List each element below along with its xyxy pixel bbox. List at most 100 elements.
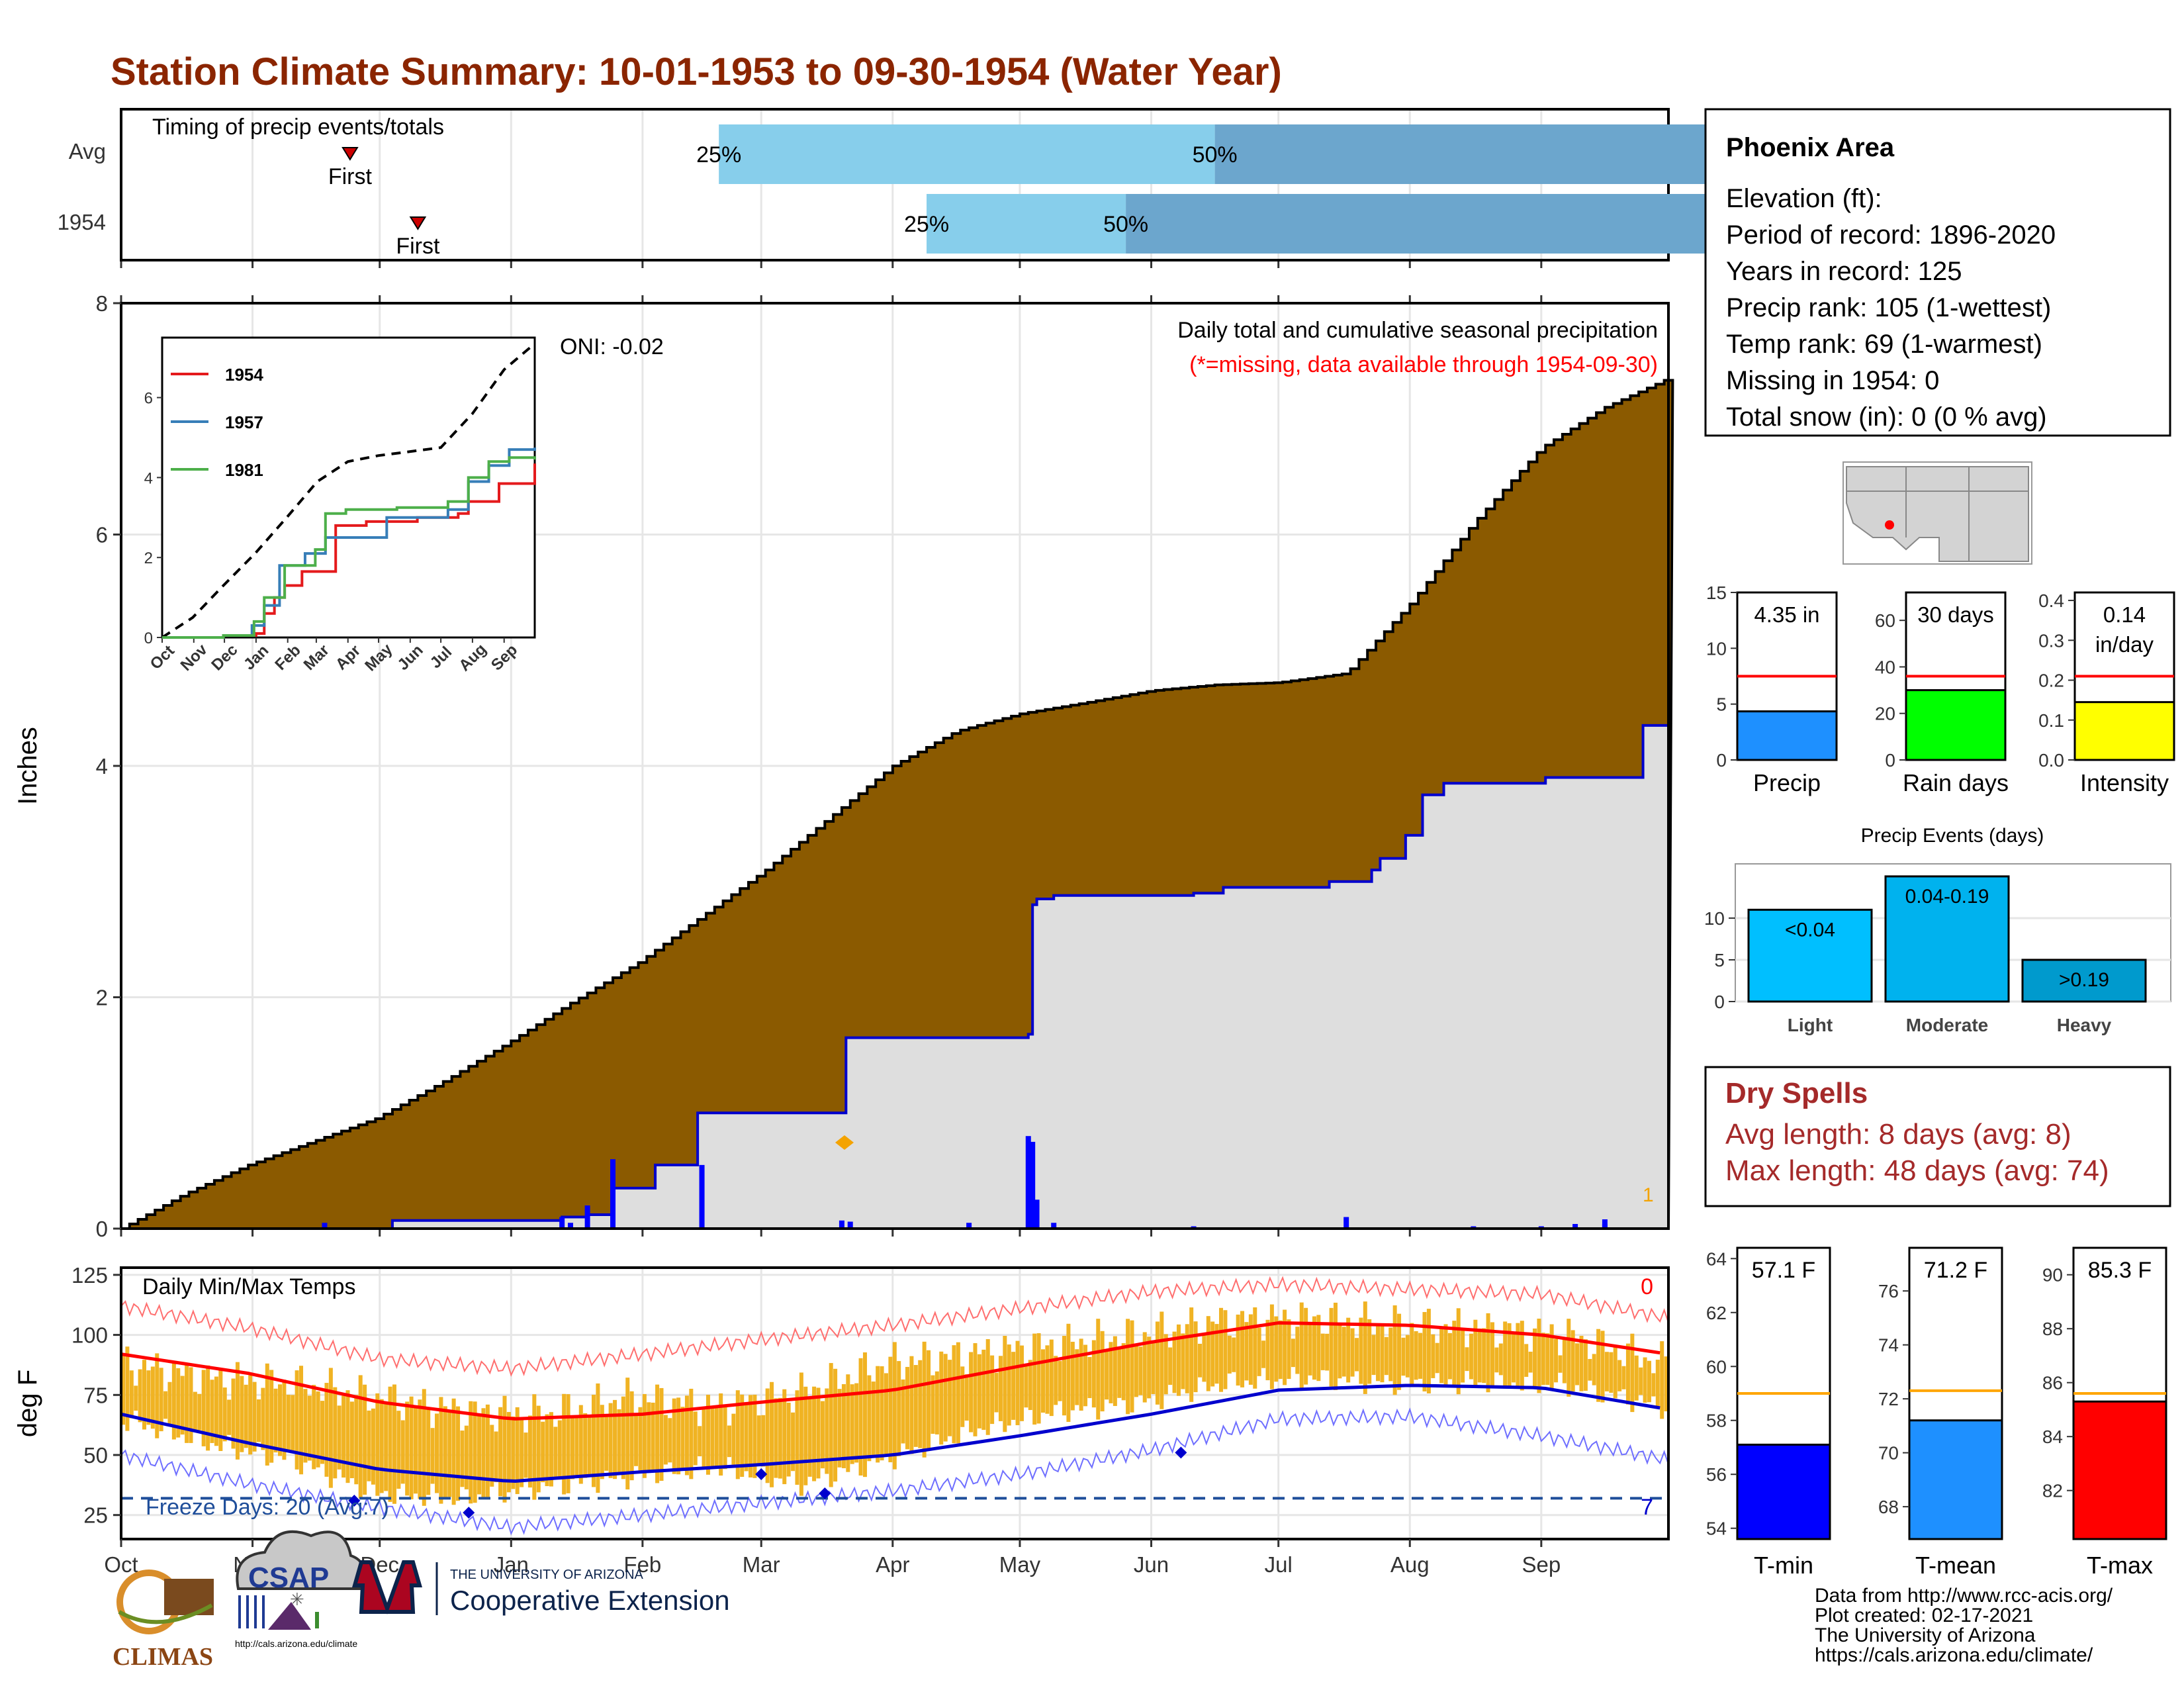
daily-temp-bar <box>931 1375 935 1434</box>
daily-temp-bar <box>176 1368 181 1438</box>
daily-temp-bar <box>1244 1322 1249 1381</box>
daily-temp-bar <box>557 1420 562 1480</box>
daily-temp-bar <box>600 1405 604 1479</box>
daily-temp-bar <box>1621 1366 1626 1389</box>
hot-days-count: 0 <box>1641 1274 1653 1299</box>
daily-temp-bar <box>1329 1307 1334 1387</box>
daily-temp-bar <box>337 1405 341 1470</box>
record-low-marker <box>755 1468 768 1481</box>
missing-note: (*=missing, data available through 1954-… <box>1189 352 1658 377</box>
daily-temp-bar <box>1490 1322 1494 1387</box>
daily-temp-bar <box>990 1355 995 1425</box>
station-line: Precip rank: 105 (1-wettest) <box>1726 293 2051 322</box>
daily-temp-bar <box>956 1342 960 1444</box>
first-event-marker <box>409 216 427 230</box>
daily-temp-bar <box>927 1350 931 1451</box>
daily-temp-bar <box>159 1368 163 1432</box>
daily-temp-bar <box>1338 1323 1342 1379</box>
daily-temp-bar <box>1617 1360 1622 1391</box>
summary-value-label: in/day <box>2095 632 2154 657</box>
month-label: Aug <box>1390 1552 1430 1577</box>
daily-temp-bar <box>1392 1305 1397 1395</box>
daily-temp-bar <box>1541 1333 1545 1385</box>
daily-temp-bar <box>723 1405 727 1470</box>
daily-temp-bar <box>969 1352 974 1432</box>
daily-temp-bar <box>222 1387 227 1442</box>
daily-temp-bar <box>1660 1341 1664 1419</box>
daily-temp-bar <box>295 1370 299 1470</box>
daily-temp-bar <box>1426 1309 1431 1394</box>
daily-temp-bar <box>977 1354 981 1429</box>
temp-bar-tick-label: 88 <box>2042 1319 2063 1339</box>
temp-bar-tick-label: 56 <box>1706 1464 1727 1485</box>
daily-temp-bar <box>1567 1319 1571 1397</box>
precip-y-label: Inches <box>13 727 42 805</box>
events-bar-Light <box>1747 908 1873 1003</box>
daily-temp-bar <box>439 1397 443 1504</box>
daily-temp-bar <box>1371 1335 1376 1376</box>
daily-precip-bar <box>839 1220 844 1229</box>
precip-y-tick-label: 6 <box>96 523 108 547</box>
inset-month-label: Nov <box>177 640 212 675</box>
daily-temp-bar <box>1350 1328 1355 1377</box>
daily-temp-bar <box>985 1339 990 1435</box>
daily-temp-bar <box>506 1412 511 1493</box>
daily-temp-bar <box>587 1417 592 1475</box>
daily-temp-bar <box>934 1371 939 1434</box>
month-label: Sep <box>1522 1552 1561 1577</box>
footer-line: Plot created: 02-17-2021 <box>1815 1605 2033 1626</box>
inset-legend-label: 1954 <box>225 365 263 385</box>
daily-temp-bar <box>1405 1335 1410 1378</box>
daily-temp-bar <box>273 1388 278 1453</box>
daily-temp-bar <box>125 1346 130 1431</box>
daily-precip-bar <box>1602 1219 1608 1229</box>
temp-value-label: 71.2 F <box>1924 1258 1987 1283</box>
daily-temp-bar <box>1494 1347 1499 1373</box>
daily-temp-bar <box>312 1385 316 1470</box>
daily-temp-bar <box>795 1390 799 1485</box>
daily-temp-bar <box>1083 1344 1088 1407</box>
daily-temp-bar <box>740 1394 745 1477</box>
daily-temp-bar <box>799 1372 803 1496</box>
temp-y-tick-label: 75 <box>83 1383 108 1407</box>
daily-temp-bar <box>324 1383 329 1477</box>
daily-temp-bar <box>871 1382 876 1456</box>
events-category-label: Light <box>1788 1015 1833 1035</box>
temp-bar-T-min <box>1736 1443 1831 1540</box>
daily-temp-bar <box>206 1365 210 1451</box>
daily-temp-bar <box>316 1391 320 1468</box>
daily-temp-bar <box>1511 1333 1516 1383</box>
daily-temp-bar <box>443 1406 447 1499</box>
summary-tick-label: 0.2 <box>2038 671 2064 691</box>
daily-temp-bar <box>536 1405 541 1493</box>
dry-spells-box: Dry Spells Avg length: 8 days (avg: 8) M… <box>1704 1066 2171 1207</box>
daily-precip-bar <box>1572 1224 1578 1229</box>
daily-temp-bar <box>922 1341 927 1458</box>
daily-temp-bar <box>880 1366 884 1461</box>
daily-temp-bar <box>833 1368 838 1482</box>
daily-temp-bar <box>1054 1356 1058 1405</box>
temp-y-tick-label: 100 <box>71 1323 108 1348</box>
inset-series-1981 <box>162 456 536 639</box>
month-label: Jul <box>1265 1552 1293 1577</box>
daily-temp-bar <box>1304 1307 1308 1385</box>
daily-temp-bar <box>498 1407 503 1497</box>
daily-temp-bar <box>1024 1366 1028 1408</box>
daily-temp-bar <box>973 1343 978 1436</box>
station-line: Period of record: 1896-2020 <box>1726 220 2056 250</box>
daily-temp-bar <box>532 1394 537 1500</box>
daily-temp-bar <box>1473 1319 1478 1388</box>
temp-category-label: T-max <box>2087 1552 2153 1579</box>
daily-temp-bar <box>562 1393 567 1495</box>
daily-temp-bar <box>248 1375 253 1455</box>
summary-tick-label: 0.3 <box>2038 630 2064 651</box>
daily-temp-bar <box>197 1393 202 1430</box>
daily-temp-bar <box>1388 1327 1393 1382</box>
daily-temp-bar <box>1410 1323 1414 1385</box>
daily-temp-bar <box>939 1351 944 1445</box>
daily-temp-bar <box>765 1388 770 1483</box>
daily-temp-bar <box>1019 1345 1024 1421</box>
daily-temp-bar <box>1528 1351 1533 1373</box>
daily-temp-bar <box>1609 1352 1614 1393</box>
